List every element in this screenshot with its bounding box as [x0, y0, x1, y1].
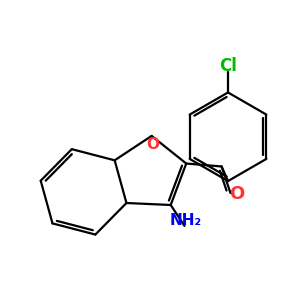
Text: O: O [146, 137, 159, 152]
Text: Cl: Cl [219, 57, 237, 75]
Text: O: O [229, 185, 244, 203]
Text: NH₂: NH₂ [170, 213, 202, 228]
